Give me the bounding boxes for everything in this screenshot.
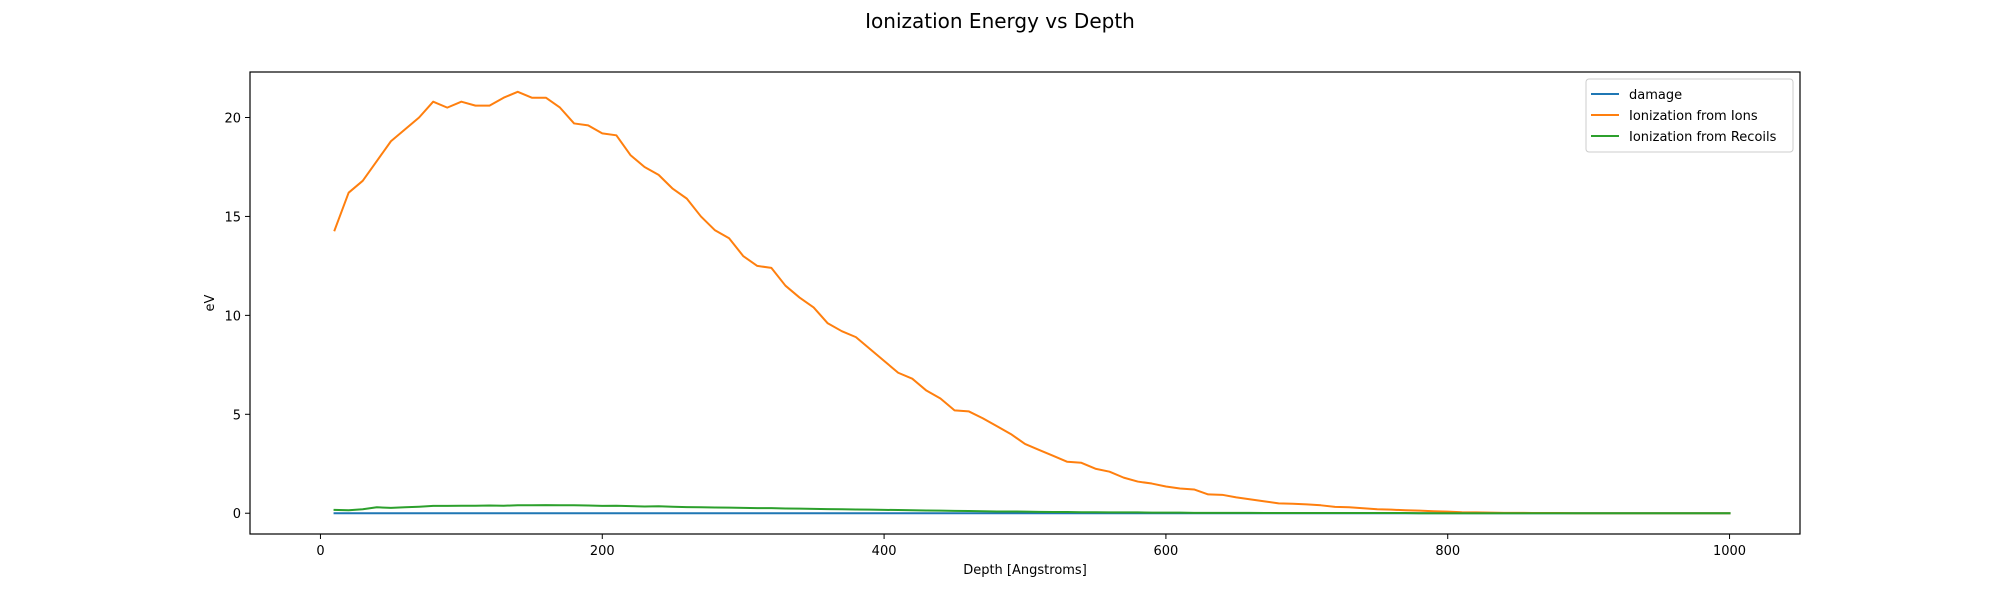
x-axis-label: Depth [Angstroms] (963, 563, 1087, 578)
x-tick-label: 0 (316, 544, 324, 559)
axis-ticks: 0 200 400 600 800 1000 0 5 10 15 20 (224, 112, 1746, 559)
y-tick-label: 0 (233, 507, 241, 522)
x-tick-label: 800 (1435, 544, 1460, 559)
series-line-3 (333, 504, 1731, 515)
plot-area (333, 90, 1731, 515)
legend-label: damage (1629, 88, 1682, 103)
y-tick-label: 10 (224, 309, 241, 324)
x-tick-label: 400 (872, 544, 897, 559)
y-tick-label: 5 (233, 408, 241, 423)
chart-title: Ionization Energy vs Depth (865, 9, 1135, 33)
x-tick-label: 600 (1153, 544, 1178, 559)
legend-box (1585, 78, 1794, 153)
y-axis-label: eV (203, 294, 218, 311)
legend-label: Ionization from Ions (1629, 109, 1758, 124)
legend-label: Ionization from Recoils (1629, 130, 1777, 145)
axes-frame (249, 71, 1801, 535)
x-tick-label: 1000 (1713, 544, 1746, 559)
legend: damage Ionization from Ions Ionization fro… (1585, 78, 1794, 153)
y-tick-label: 15 (224, 210, 241, 225)
y-tick-label: 20 (224, 112, 241, 127)
x-tick-label: 200 (590, 544, 615, 559)
